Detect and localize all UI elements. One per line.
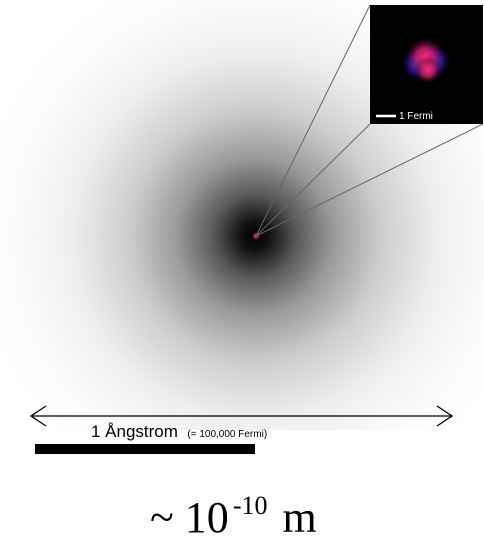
size-prefix: ~ 10 — [150, 493, 229, 542]
angstrom-label-note: (= 100,000 Fermi) — [187, 429, 267, 440]
nucleus-inset: 1 Fermi — [370, 5, 483, 124]
angstrom-scale-bar — [35, 444, 255, 454]
proton-blob — [414, 56, 442, 84]
zoom-lines — [255, 4, 484, 237]
size-unit: m — [271, 493, 316, 542]
size-order-label: ~ 10 -10 m — [150, 491, 317, 542]
angstrom-label-main: 1 Ångstrom — [91, 422, 178, 441]
size-exponent: -10 — [233, 491, 268, 520]
diameter-arrow — [29, 405, 454, 427]
inset-scale-label: 1 Fermi — [399, 111, 433, 122]
angstrom-scale-label: 1 Ångstrom (= 100,000 Fermi) — [91, 422, 267, 441]
